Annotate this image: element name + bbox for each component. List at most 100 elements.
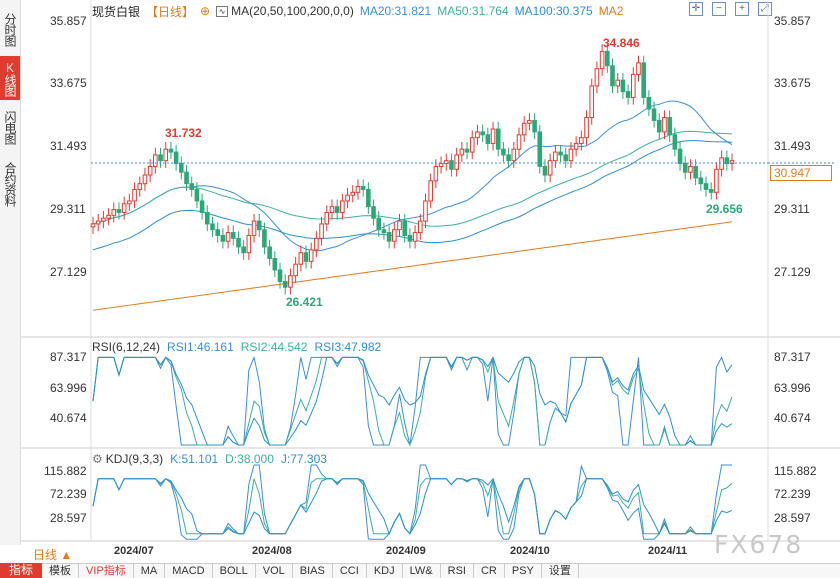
tab-vip-indicator[interactable]: VIP指标 xyxy=(79,564,134,578)
candle-body xyxy=(729,160,735,165)
kdj-y-tick-right-2: 72.239 xyxy=(774,487,811,501)
candle-body xyxy=(558,151,563,156)
crosshair-icon[interactable]: ✛ xyxy=(689,2,703,16)
tab-kline[interactable]: K线图 xyxy=(0,56,20,100)
tab-timeshare[interactable]: 分时图 xyxy=(3,12,17,46)
candle-body xyxy=(703,183,709,190)
kdj-y-tick-3: 28.597 xyxy=(50,511,87,525)
kdj-settings-icon[interactable]: ⚙ xyxy=(92,452,103,466)
rsi3-value: RSI3:47.982 xyxy=(314,340,382,354)
candle-body xyxy=(656,119,662,133)
tab-psy[interactable]: PSY xyxy=(505,564,542,578)
annotation-low-aug: 26.421 xyxy=(286,295,323,309)
candle-body xyxy=(179,163,184,173)
indicator-tabs: 模板 VIP指标 MA MACD BOLL VOL BIAS CCI KDJ L… xyxy=(42,563,840,578)
y-tick-left-5: 27.129 xyxy=(50,265,87,279)
tab-lw[interactable]: LW& xyxy=(403,564,441,578)
candle-body xyxy=(516,134,522,150)
tab-cci[interactable]: CCI xyxy=(333,564,367,578)
candle-body xyxy=(360,186,366,190)
ma50-value: MA50:31.764 xyxy=(437,4,509,18)
annotation-high-oct: 34.846 xyxy=(603,36,640,50)
candle-body xyxy=(433,165,439,182)
candle-body xyxy=(319,223,324,239)
candle-body xyxy=(459,148,465,156)
candle-body xyxy=(599,50,605,70)
candle-body xyxy=(303,252,309,262)
candle-body xyxy=(345,194,350,202)
candle-body xyxy=(137,183,143,190)
zoom-in-icon[interactable]: + xyxy=(735,2,749,16)
candle-body xyxy=(708,188,714,193)
candle-body xyxy=(480,131,485,136)
candle-body xyxy=(168,148,174,153)
candle-body xyxy=(454,154,459,170)
candle-body xyxy=(288,275,293,288)
ma20-line xyxy=(92,100,733,252)
candle-body xyxy=(251,220,257,236)
rsi-y-tick-right-1: 87.317 xyxy=(774,350,811,364)
tab-rsi[interactable]: RSI xyxy=(441,564,474,578)
candle-body xyxy=(272,257,278,271)
candle-body xyxy=(256,220,262,231)
candle-body xyxy=(537,131,543,167)
rsi-y-tick-1: 87.317 xyxy=(50,350,87,364)
candle-body xyxy=(527,119,532,124)
rsi-y-tick-2: 63.996 xyxy=(50,381,87,395)
y-tick-right-1: 35.857 xyxy=(774,14,811,28)
tab-ma[interactable]: MA xyxy=(134,564,166,578)
candle-body xyxy=(646,96,652,110)
candle-body xyxy=(142,174,148,185)
period-selector[interactable]: 日线 ▲ xyxy=(33,548,73,562)
candle-body xyxy=(542,165,548,176)
main-chart-header: 现货白银 【日线】 ⊕ ∿ MA(20,50,100,200,0,0) MA20… xyxy=(92,3,629,19)
candle-body xyxy=(147,165,153,176)
candle-body xyxy=(132,188,137,202)
candle-body xyxy=(693,165,698,179)
kdj-y-tick-right-3: 28.597 xyxy=(774,511,811,525)
period-label[interactable]: 【日线】 xyxy=(146,4,195,19)
fullscreen-icon[interactable]: ⤢ xyxy=(758,2,772,16)
candle-body xyxy=(282,280,288,288)
tab-boll[interactable]: BOLL xyxy=(213,564,256,578)
tab-macd[interactable]: MACD xyxy=(165,564,213,578)
tab-vol[interactable]: VOL xyxy=(256,564,293,578)
indicator-button[interactable]: 指标 xyxy=(0,563,42,578)
candle-body xyxy=(423,200,428,222)
candle-body xyxy=(553,151,558,162)
period-dropdown-icon[interactable]: ⊕ xyxy=(200,4,211,18)
candle-body xyxy=(417,220,423,234)
candle-body xyxy=(620,79,626,93)
ma200-line xyxy=(92,221,733,311)
tab-cr[interactable]: CR xyxy=(474,564,505,578)
candle-body xyxy=(173,151,179,165)
candle-body xyxy=(625,91,631,98)
tab-kdj[interactable]: KDJ xyxy=(367,564,403,578)
tab-lightning[interactable]: 闪电图 xyxy=(3,110,17,144)
candle-body xyxy=(511,148,517,162)
candle-body xyxy=(412,232,418,242)
candle-body xyxy=(563,154,569,162)
candle-body xyxy=(589,85,595,119)
tab-settings[interactable]: 设置 xyxy=(542,564,579,578)
rsi-y-tick-3: 40.674 xyxy=(50,411,87,425)
candle-body xyxy=(116,209,122,213)
x-tick-nov: 2024/11 xyxy=(648,545,688,557)
candle-body xyxy=(506,154,511,162)
ma-settings-icon[interactable]: ∿ xyxy=(216,5,229,17)
candle-body xyxy=(719,157,724,170)
candle-body xyxy=(641,62,646,98)
zoom-out-icon[interactable]: − xyxy=(712,2,726,16)
tab-template[interactable]: 模板 xyxy=(42,564,79,578)
tab-bias[interactable]: BIAS xyxy=(293,564,333,578)
candle-body xyxy=(573,142,579,150)
candle-body xyxy=(610,65,615,87)
y-tick-right-3: 31.493 xyxy=(774,139,811,153)
candle-body xyxy=(688,165,693,173)
tab-contract-info[interactable]: 合约资料 xyxy=(3,162,17,206)
rsi-header: RSI(6,12,24) RSI1:46.161 RSI2:44.542 RSI… xyxy=(92,340,388,354)
candle-body xyxy=(381,229,387,234)
candle-body xyxy=(246,234,252,254)
kdj-j-line xyxy=(92,464,732,540)
